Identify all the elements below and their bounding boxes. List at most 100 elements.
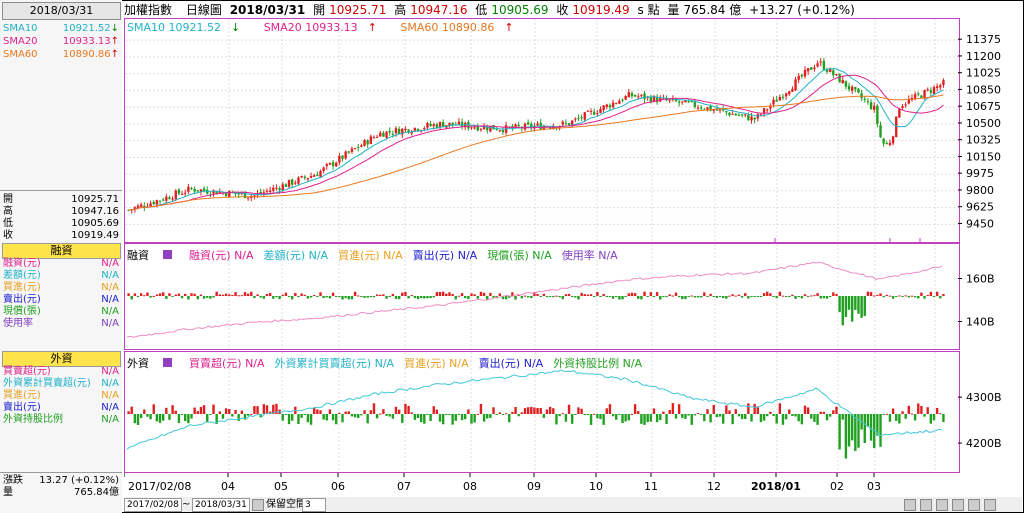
margin-bar [284,292,288,296]
margin-bar [177,293,181,296]
margin-bar [643,291,646,296]
candle-body [555,127,558,129]
start-date-field[interactable]: 2017/02/08 [124,498,182,512]
foreign-bar [438,414,442,422]
foreign-bar [146,414,149,417]
margin-bar [920,292,923,296]
candle-body [737,114,741,116]
margin-bar [347,296,351,300]
foreign-bar [649,414,653,422]
margin-bar [564,294,568,296]
margin-bar [268,293,272,296]
price-chart [125,19,959,242]
foreign-bar [753,403,756,414]
candle-body [706,107,709,111]
margin-bar [942,294,945,296]
foreign-bar [161,414,165,421]
foreign-chart [126,352,945,472]
foreign-bar [725,405,728,414]
margin-bar [489,292,492,296]
foreign-bar [470,414,473,424]
foreign-bar [690,414,693,425]
foreign-bar [898,414,901,424]
margin-bar [174,294,177,296]
foreign-bar [237,414,240,421]
foreign-bar [570,414,574,424]
settings-icon[interactable] [968,499,980,511]
candle-body [526,122,530,125]
close-value: 10919.49 [71,230,119,241]
keep-space-input[interactable]: 3 [302,498,326,512]
keep-space-icon[interactable] [252,499,264,511]
foreign-bar [495,414,498,415]
candle-body [338,155,341,163]
candle-body [127,209,130,211]
foreign-bar [357,414,360,418]
margin-header: 融資 [2,243,121,259]
candle-body [489,126,492,132]
margin-bar [171,296,174,297]
foreign-bar [180,414,184,415]
margin-bar [303,294,306,296]
arrow-up-icon: ↑ [367,21,377,34]
margin-bar [640,296,643,300]
candle-body [895,116,898,137]
margin-bar [331,292,335,296]
candle-body [215,191,218,195]
arrow-down-icon: ↓ [110,23,119,34]
candle-body [514,124,517,127]
foreign-bar [615,414,618,420]
foreign-bar [828,414,832,417]
x-tick-label: 03 [867,480,881,493]
candle-body [835,74,838,76]
candle-body [401,128,404,135]
margin-bar [586,294,590,296]
candle-body [564,122,568,124]
list-icon[interactable] [162,358,172,367]
candle-body [674,99,678,102]
margin-bar [810,295,813,297]
margin-bar [605,296,608,297]
candle-body [615,103,618,105]
margin-bar [486,296,489,300]
candle-body [382,132,385,137]
candle-body [552,126,555,130]
legend-item: 外資累計買賣超(元) N/A [274,357,395,370]
foreign-bar [375,414,379,419]
sidebar-volume: 量 765.84億 [3,487,119,499]
reset-icon[interactable] [984,499,996,511]
candle-body [630,93,634,97]
scroll-left-icon[interactable] [936,499,948,511]
candle-body [643,93,646,100]
margin-bar [385,296,388,299]
candle-body [265,190,269,192]
candle-body [470,127,473,129]
margin-bar [599,296,602,297]
foreign-bar [539,408,542,414]
list-icon[interactable] [162,250,172,259]
sma60-name: SMA60 [3,49,38,60]
zoom-out-icon[interactable] [904,499,916,511]
x-axis: 2017/02/08 04 05 06 07 08 09 10 11 12 2018/01 02 03 [124,473,881,493]
foreign-bar [426,414,429,416]
candle-body [750,116,753,121]
candle-body [416,128,420,131]
candle-body [548,127,552,129]
margin-bar [184,293,187,296]
margin-bar [199,294,203,296]
margin-bar [530,296,533,299]
foreign-bar [684,414,687,419]
zoom-in-icon[interactable] [920,499,932,511]
end-date-field[interactable]: 2018/03/31 [192,498,250,512]
scroll-right-icon[interactable] [952,499,964,511]
close-value: 10919.49 [572,3,630,17]
margin-bar [693,296,697,298]
legend-item: 買進(元) N/A [404,357,469,370]
margin-item-value: N/A [101,258,119,269]
margin-bar [193,293,196,296]
foreign-bar [312,407,316,414]
foreign-bar [879,414,882,447]
price-y-axis: 9450 9625 9800 9975 10150 10325 10500 10675 1085… [958,33,1001,230]
foreign-bar [552,408,555,414]
foreign-bar [841,414,844,420]
